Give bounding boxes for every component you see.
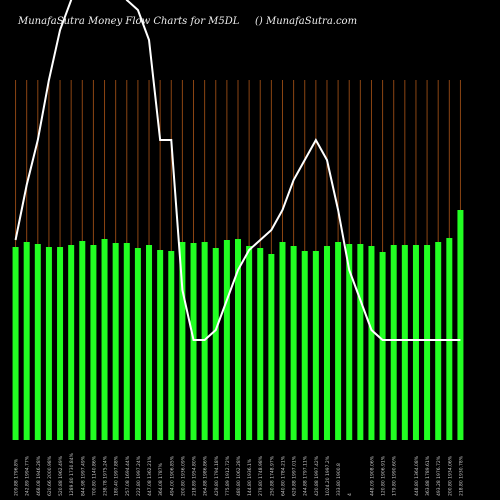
bar [212, 248, 219, 440]
x-tick-label: 629.88 1997.01% [292, 455, 298, 496]
bar-series [12, 210, 464, 440]
bar [424, 245, 431, 440]
bar [457, 210, 464, 440]
bar [68, 245, 75, 440]
bar [235, 239, 241, 440]
x-tick-label: 209.88 1796.8% [14, 458, 20, 496]
x-tick-label: 1024.20 1997.2% [325, 455, 331, 496]
x-tick-label: 493.28 1976.72% [436, 455, 442, 496]
x-tick-label: 468.08 1946.28% [36, 455, 42, 496]
line-series [14, 0, 461, 341]
x-tick-label: 200.80 1934.06% [447, 455, 453, 496]
bar [168, 251, 175, 440]
bar [368, 246, 375, 440]
x-tick-label: 1289.80 1730.84% [69, 452, 75, 496]
x-tick-label: 620.66 2000.98% [47, 455, 53, 496]
x-tick-label: 775.89 1912.72% [225, 455, 231, 496]
bar [79, 241, 86, 440]
x-tick-label: 218.80 1930.78% [458, 455, 464, 496]
x-tick-label: 222.80 1997.24% [136, 455, 142, 496]
x-tick-label: 448.80 1364.08% [414, 455, 420, 496]
site-credit: () MunafaSutra.com [255, 16, 358, 27]
bar [323, 246, 330, 440]
bar [346, 244, 353, 440]
x-tick-label: 144.80 1936.1% [247, 458, 253, 496]
x-tick-labels: 209.88 1796.8% 242.89 1994.77% 468.08 1946… [14, 452, 465, 496]
x-tick-label: 257.08 1694.44% [125, 455, 131, 496]
x-tick-label: 364.08 1787% [158, 462, 164, 496]
x-tick-label: 200.80 1936.09% [180, 455, 186, 496]
bar [12, 247, 19, 440]
bar [335, 242, 342, 440]
x-tick-label: 363.88 1789.61% [425, 455, 431, 496]
bar [45, 247, 52, 440]
x-tick-label: 520.88 1962.49% [58, 455, 64, 496]
bar [268, 254, 275, 440]
x-tick-label: 180.40 1997.88% [114, 455, 120, 496]
x-tick-label: 4 [347, 493, 353, 496]
money-flow-line [14, 0, 461, 341]
x-tick-label: 264.88 1986.86% [203, 455, 209, 496]
x-tick-label: 238.78 1975.24% [103, 455, 109, 496]
x-tick-label: 250.88 1748.97% [269, 455, 275, 496]
x-tick-label: 640.80 1784.21% [280, 455, 286, 496]
bar [412, 245, 419, 440]
x-tick-label: 333.80 1900.8 [336, 463, 342, 496]
x-tick-label: 494.00 1906.85% [169, 455, 175, 496]
bar [246, 246, 253, 440]
bar [190, 243, 197, 440]
x-tick-label: 844.98 1997.49% [80, 455, 86, 496]
x-tick-label: 242.89 1994.77% [25, 455, 31, 496]
bar [301, 251, 308, 440]
bar [57, 247, 64, 440]
bar [179, 242, 186, 440]
bar [101, 239, 108, 440]
bar [112, 243, 119, 440]
bar [312, 251, 319, 440]
x-tick-label: 448.09 1908.06% [369, 455, 375, 496]
bar [390, 245, 397, 440]
x-tick-label: 279.80 1748.98% [258, 455, 264, 496]
x-tick-label: 218.89 1954.80% [192, 455, 198, 496]
chart-title: MunafaSutra Money Flow Charts for M5DL [18, 16, 240, 27]
x-tick-label: 429.80 1794.18% [214, 455, 220, 496]
bar [223, 240, 230, 440]
bar [279, 242, 286, 440]
bar [379, 252, 386, 440]
x-tick-label: 244.88 1797.11% [303, 455, 309, 496]
bar [23, 242, 30, 440]
bar [290, 246, 297, 440]
bar [146, 245, 153, 440]
bar [134, 248, 141, 440]
bar [157, 250, 164, 440]
bar [90, 245, 97, 440]
bar [34, 244, 41, 440]
x-tick-label: 120.80 1906.91% [381, 455, 387, 496]
x-tick-label: 700.80 1140.86% [91, 455, 97, 496]
bar [257, 248, 264, 440]
bar [401, 245, 408, 440]
x-tick-label: 447.08 1362.21% [147, 455, 153, 496]
bar [357, 244, 364, 440]
x-tick-label: 420.88 1997.42% [314, 455, 320, 496]
x-tick-label: 179.80 1990.60% [392, 455, 398, 496]
x-tick-label: 480.80 1062.28% [236, 455, 242, 496]
bar [123, 243, 130, 440]
